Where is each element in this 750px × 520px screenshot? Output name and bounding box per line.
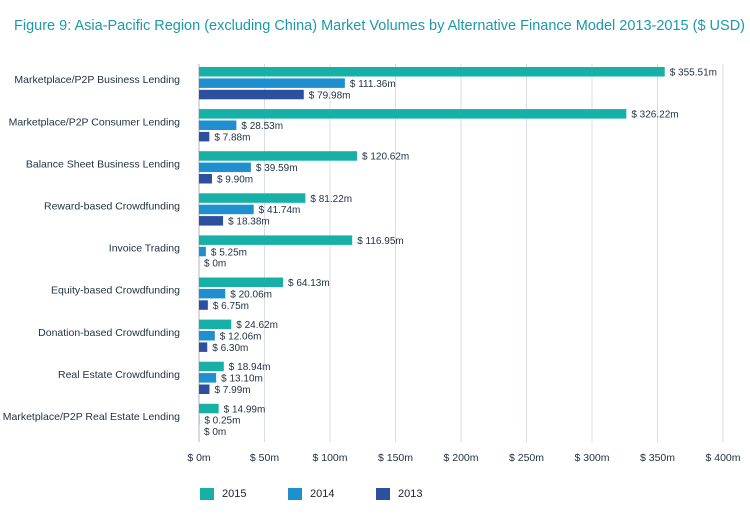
category-label: Equity-based Crowdfunding	[51, 285, 180, 297]
data-label-2013: $ 0m	[204, 259, 226, 270]
bar-2015	[199, 151, 358, 161]
data-label-2013: $ 9.90m	[217, 175, 253, 186]
data-label-2014: $ 39.59m	[256, 163, 298, 174]
data-label-2013: $ 7.99m	[214, 385, 250, 396]
chart-legend: 2015 2014 2013	[0, 488, 750, 508]
bar-2013	[199, 384, 210, 394]
data-label-2014: $ 111.36m	[350, 79, 396, 90]
x-tick-label-200: $ 200m	[443, 452, 478, 464]
bar-2013	[199, 174, 212, 184]
x-tick-label-150: $ 150m	[378, 452, 413, 464]
bar-2015	[199, 277, 284, 287]
data-label-2015: $ 18.94m	[229, 362, 271, 373]
bar-2014	[199, 331, 215, 341]
legend-swatch-2015	[200, 488, 214, 500]
bar-2013	[199, 131, 210, 142]
category-label: Real Estate Crowdfunding	[58, 369, 180, 381]
x-tick-label-50: $ 50m	[250, 452, 279, 464]
data-label-2014: $ 13.10m	[221, 374, 263, 385]
category-label: Marketplace/P2P Business Lending	[14, 74, 180, 86]
data-label-2015: $ 116.95m	[357, 236, 404, 247]
data-label-2013: $ 6.30m	[212, 343, 248, 354]
category-label: Marketplace/P2P Consumer Lending	[9, 116, 181, 128]
data-label-2015: $ 24.62m	[236, 320, 278, 331]
bar-2014	[199, 78, 345, 88]
data-label-2015: $ 14.99m	[224, 404, 266, 415]
data-label-2015: $ 64.13m	[288, 278, 330, 289]
bar-2013	[199, 342, 208, 352]
data-label-2014: $ 28.53m	[241, 121, 283, 132]
data-label-2013: $ 6.75m	[213, 301, 249, 312]
category-label: Marketplace/P2P Real Estate Lending	[3, 411, 180, 423]
legend-swatch-2013	[376, 488, 390, 500]
bar-2015	[199, 319, 232, 330]
bar-2015	[199, 109, 627, 119]
bar-2014	[199, 246, 206, 257]
category-label: Balance Sheet Business Lending	[26, 158, 180, 170]
legend-label-2015: 2015	[222, 488, 247, 500]
bar-2013	[199, 89, 304, 100]
data-label-2014: $ 12.06m	[220, 332, 262, 343]
bar-2015	[199, 67, 665, 77]
data-label-2014: $ 20.06m	[230, 289, 272, 300]
chart-title: Figure 9: Asia-Pacific Region (excluding…	[14, 18, 745, 34]
legend-label-2014: 2014	[310, 488, 335, 500]
x-tick-label-100: $ 100m	[312, 452, 347, 464]
bar-2014	[199, 120, 237, 130]
data-label-2014: $ 41.74m	[259, 205, 301, 216]
data-label-2014: $ 0.25m	[204, 416, 240, 427]
bar-2014	[199, 162, 251, 173]
legend-item-2014: 2014	[288, 488, 334, 500]
data-label-2013: $ 18.38m	[228, 217, 270, 228]
x-tick-label-350: $ 350m	[640, 452, 675, 464]
bar-2013	[199, 300, 208, 310]
bar-2015	[199, 361, 224, 372]
data-label-2015: $ 81.22m	[310, 194, 352, 205]
data-label-2013: $ 0m	[204, 427, 226, 438]
bar-2015	[199, 235, 353, 245]
data-label-2015: $ 120.62m	[362, 152, 409, 163]
legend-swatch-2014	[288, 488, 302, 500]
data-label-2015: $ 326.22m	[631, 110, 678, 121]
data-label-2013: $ 7.88m	[214, 132, 250, 143]
data-label-2013: $ 79.98m	[309, 90, 351, 101]
category-label: Reward-based Crowdfunding	[44, 200, 180, 212]
x-tick-label-0: $ 0m	[187, 452, 211, 464]
bar-2014	[199, 373, 217, 383]
bar-2013	[199, 216, 224, 226]
legend-item-2013: 2013	[376, 488, 422, 500]
legend-item-2015: 2015	[200, 488, 246, 500]
data-label-2014: $ 5.25m	[211, 247, 247, 258]
bar-2015	[199, 193, 306, 203]
x-tick-label-400: $ 400m	[705, 452, 740, 464]
legend-label-2013: 2013	[398, 488, 423, 500]
bar-2014	[199, 204, 254, 215]
bar-2014	[199, 288, 226, 299]
category-label: Donation-based Crowdfunding	[38, 327, 180, 339]
x-tick-label-300: $ 300m	[574, 452, 609, 464]
category-label: Invoice Trading	[109, 243, 180, 255]
bar-2015	[199, 403, 219, 414]
data-label-2015: $ 355.51m	[670, 68, 717, 79]
x-tick-label-250: $ 250m	[509, 452, 544, 464]
